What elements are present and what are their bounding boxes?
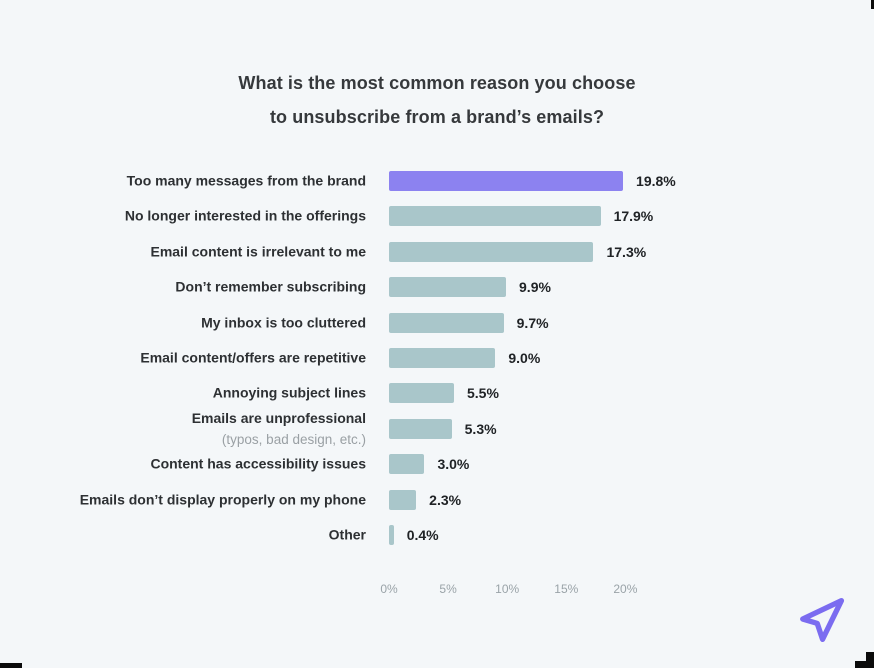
bar-row: Don’t remember subscribing 9.9% — [0, 277, 874, 298]
category-label-text: Too many messages from the brand — [126, 172, 366, 189]
value-label: 5.3% — [464, 420, 497, 437]
value-label: 9.7% — [516, 314, 549, 331]
category-label: Don’t remember subscribing — [0, 277, 366, 298]
bar — [389, 241, 594, 262]
bar-row: Email content is irrelevant to me 17.3% — [0, 241, 874, 262]
bar — [389, 525, 394, 545]
category-sublabel-text: (typos, bad design, etc.) — [221, 431, 366, 447]
bar-row: No longer interested in the offerings 17.… — [0, 206, 874, 227]
category-label-text: Annoying subject lines — [212, 384, 366, 401]
value-label: 17.9% — [613, 208, 654, 225]
value-label: 9.0% — [508, 350, 541, 366]
bar-row: My inbox is too cluttered 9.7% — [0, 312, 874, 333]
bar-row: Emails don’t display properly on my phon… — [0, 489, 874, 510]
category-label: Annoying subject lines — [0, 383, 366, 404]
bar-row: Emails are unprofessional (typos, bad des… — [0, 410, 874, 447]
category-label: Email content is irrelevant to me — [0, 241, 366, 262]
bar — [389, 489, 417, 510]
category-label-text: Emails are unprofessional — [191, 409, 366, 426]
category-label: Other — [0, 525, 366, 546]
category-label: Too many messages from the brand — [0, 171, 366, 192]
category-label-text: My inbox is too cluttered — [201, 314, 366, 331]
category-label-text: Content has accessibility issues — [150, 455, 366, 472]
category-label: Email content/offers are repetitive — [0, 348, 366, 369]
value-label: 9.9% — [519, 279, 551, 296]
value-label: 2.3% — [429, 491, 462, 508]
x-axis-tick-label: 10% — [495, 582, 520, 596]
x-axis-tick-label: 5% — [439, 582, 457, 596]
chart-title-line-1: What is the most common reason you choos… — [238, 73, 636, 93]
category-label-text: Emails don’t display properly on my phon… — [79, 491, 366, 508]
x-axis-tick-label: 15% — [554, 582, 579, 596]
x-axis-tick-label: 0% — [380, 582, 398, 596]
bar — [389, 171, 624, 191]
crop-mark-top-right — [871, 0, 874, 9]
bar-row: Annoying subject lines 5.5% — [0, 383, 874, 404]
value-label: 0.4% — [406, 527, 439, 543]
chart-title-line-2: to unsubscribe from a brand’s emails? — [269, 107, 605, 127]
value-label: 17.3% — [606, 243, 647, 260]
category-label: My inbox is too cluttered — [0, 312, 366, 333]
paper-plane-logo-icon — [800, 598, 845, 642]
bar — [389, 312, 504, 333]
value-label: 3.0% — [437, 456, 470, 473]
x-axis-tick-label: 20% — [613, 582, 638, 596]
bar — [389, 277, 507, 298]
category-label-text: Don’t remember subscribing — [175, 278, 366, 295]
category-label-text: Other — [328, 526, 366, 543]
bar-row: Too many messages from the brand 19.8% — [0, 171, 874, 191]
chart-title: What is the most common reason you choos… — [0, 66, 874, 134]
bar-row: Content has accessibility issues 3.0% — [0, 454, 874, 475]
category-label-text: Email content/offers are repetitive — [140, 349, 366, 366]
bar — [389, 418, 452, 439]
bar — [389, 206, 601, 227]
value-label: 5.5% — [467, 385, 499, 402]
category-label-text: Email content is irrelevant to me — [150, 243, 366, 260]
category-label: No longer interested in the offerings — [0, 206, 366, 227]
category-label: Emails are unprofessional (typos, bad des… — [0, 408, 366, 450]
category-label-text: No longer interested in the offerings — [124, 207, 366, 224]
bar-row: Other 0.4% — [0, 525, 874, 545]
value-label: 19.8% — [636, 173, 676, 189]
crop-mark-bottom-right — [855, 661, 874, 668]
crop-mark-bottom-left — [0, 663, 22, 668]
bar — [389, 383, 454, 404]
bar — [389, 348, 496, 368]
category-label: Content has accessibility issues — [0, 454, 366, 475]
category-label: Emails don’t display properly on my phon… — [0, 489, 366, 510]
bar-row: Email content/offers are repetitive 9.0% — [0, 348, 874, 368]
crop-mark-bottom-right — [866, 652, 874, 668]
bar — [389, 454, 425, 475]
